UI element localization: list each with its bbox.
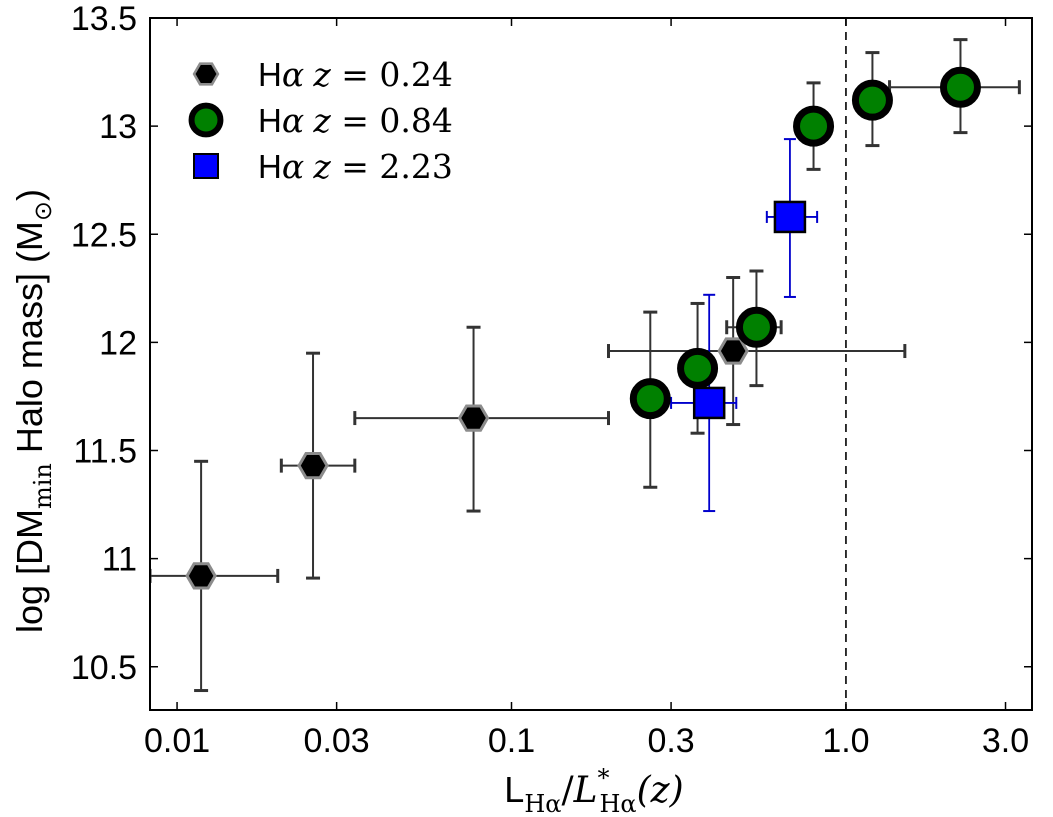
legend-marker bbox=[192, 62, 220, 86]
legend-text-part: z bbox=[312, 55, 331, 94]
y-tick-label: 12.5 bbox=[71, 216, 137, 254]
legend-text-part: z bbox=[312, 147, 331, 186]
series-markers-2 bbox=[692, 200, 807, 420]
x-axis-label-math: L bbox=[573, 770, 598, 811]
x-tick-label: 0.01 bbox=[144, 722, 210, 760]
y-axis-label-post: ) bbox=[9, 189, 50, 201]
data-point bbox=[677, 347, 719, 389]
y-tick-label: 13.5 bbox=[71, 0, 137, 38]
data-point bbox=[297, 452, 329, 480]
x-tick-label: 3.0 bbox=[982, 722, 1029, 760]
data-point bbox=[185, 562, 217, 590]
y-axis-label-sub: min bbox=[29, 463, 57, 509]
y-tick-label: 11 bbox=[102, 541, 137, 579]
x-axis-label-sub: Hα bbox=[524, 790, 561, 817]
series-errorbars-0 bbox=[150, 276, 907, 693]
y-axis-label: log [DMmin Halo mass] (M⊙) bbox=[9, 189, 57, 633]
legend-text-part: H bbox=[258, 148, 282, 185]
x-axis-label-slash: / bbox=[561, 770, 574, 811]
y-axis-label-sub2: ⊙ bbox=[30, 201, 57, 221]
legend-text-part: = bbox=[331, 101, 380, 140]
x-tick-label: 0.3 bbox=[647, 722, 694, 760]
legend-text-part bbox=[304, 102, 313, 139]
data-layer bbox=[150, 18, 1021, 710]
legend-text-part bbox=[304, 148, 313, 185]
x-tick-label: 1.0 bbox=[822, 722, 869, 760]
legend-text-part: α bbox=[282, 147, 304, 186]
x-axis-label-sup: * bbox=[598, 764, 610, 792]
y-tick-label: 13 bbox=[99, 108, 137, 146]
legend-text-part: = bbox=[331, 147, 380, 186]
data-point bbox=[939, 66, 981, 108]
data-point bbox=[629, 378, 671, 420]
legend-text-part: 0.84 bbox=[379, 101, 452, 140]
series-markers-0 bbox=[185, 337, 749, 590]
data-point bbox=[851, 79, 893, 121]
x-axis-label: LHα/L* Hα(z) bbox=[504, 764, 683, 817]
y-axis-label-mid: Halo mass] (M bbox=[9, 221, 50, 463]
y-tick-label: 11.5 bbox=[73, 433, 137, 471]
y-tick-label: 10.5 bbox=[71, 649, 137, 687]
data-point bbox=[457, 404, 490, 432]
legend-text-part: z bbox=[312, 101, 331, 140]
legend-marker bbox=[193, 153, 219, 179]
legend-text-part: α bbox=[282, 55, 304, 94]
y-axis-label-pre: log [DM bbox=[9, 509, 50, 633]
data-point bbox=[773, 200, 807, 234]
legend-text-part bbox=[304, 56, 313, 93]
plot-frame bbox=[149, 17, 1033, 711]
legend-text-part: = bbox=[331, 55, 380, 94]
legend-text-part: H bbox=[258, 56, 282, 93]
legend-marker bbox=[188, 102, 224, 138]
legend-text-part: 2.23 bbox=[379, 147, 452, 186]
legend-entry: Hα z = 2.23 bbox=[258, 147, 453, 186]
x-axis-label-sub2: Hα bbox=[600, 790, 637, 817]
legend-entry: Hα z = 0.24 bbox=[258, 55, 453, 94]
legend-text-part: H bbox=[258, 102, 282, 139]
legend-text-part: 0.24 bbox=[379, 55, 452, 94]
x-axis-label-main: L bbox=[504, 769, 524, 810]
x-tick-label: 0.1 bbox=[488, 722, 535, 760]
y-tick-label: 12 bbox=[99, 324, 137, 362]
data-point bbox=[692, 386, 726, 420]
series-markers-1 bbox=[629, 66, 981, 420]
plot-area: 0.01 0.03 0.1 0.3 1.0 3.0 10.5 11 11.5 12 12.5 13 13… bbox=[71, 0, 1033, 760]
x-axis-label-arg: (z) bbox=[637, 770, 684, 811]
x-tick-label: 0.03 bbox=[304, 722, 370, 760]
data-point bbox=[735, 306, 777, 348]
legend-text-part: α bbox=[282, 101, 304, 140]
legend-entry: Hα z = 0.84 bbox=[258, 101, 453, 140]
data-point bbox=[793, 105, 835, 147]
